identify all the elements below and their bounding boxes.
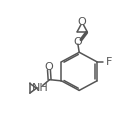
Text: NH: NH [32,83,49,93]
Text: F: F [106,57,113,67]
Text: O: O [78,17,87,27]
Text: O: O [45,62,53,72]
Text: O: O [74,37,82,47]
